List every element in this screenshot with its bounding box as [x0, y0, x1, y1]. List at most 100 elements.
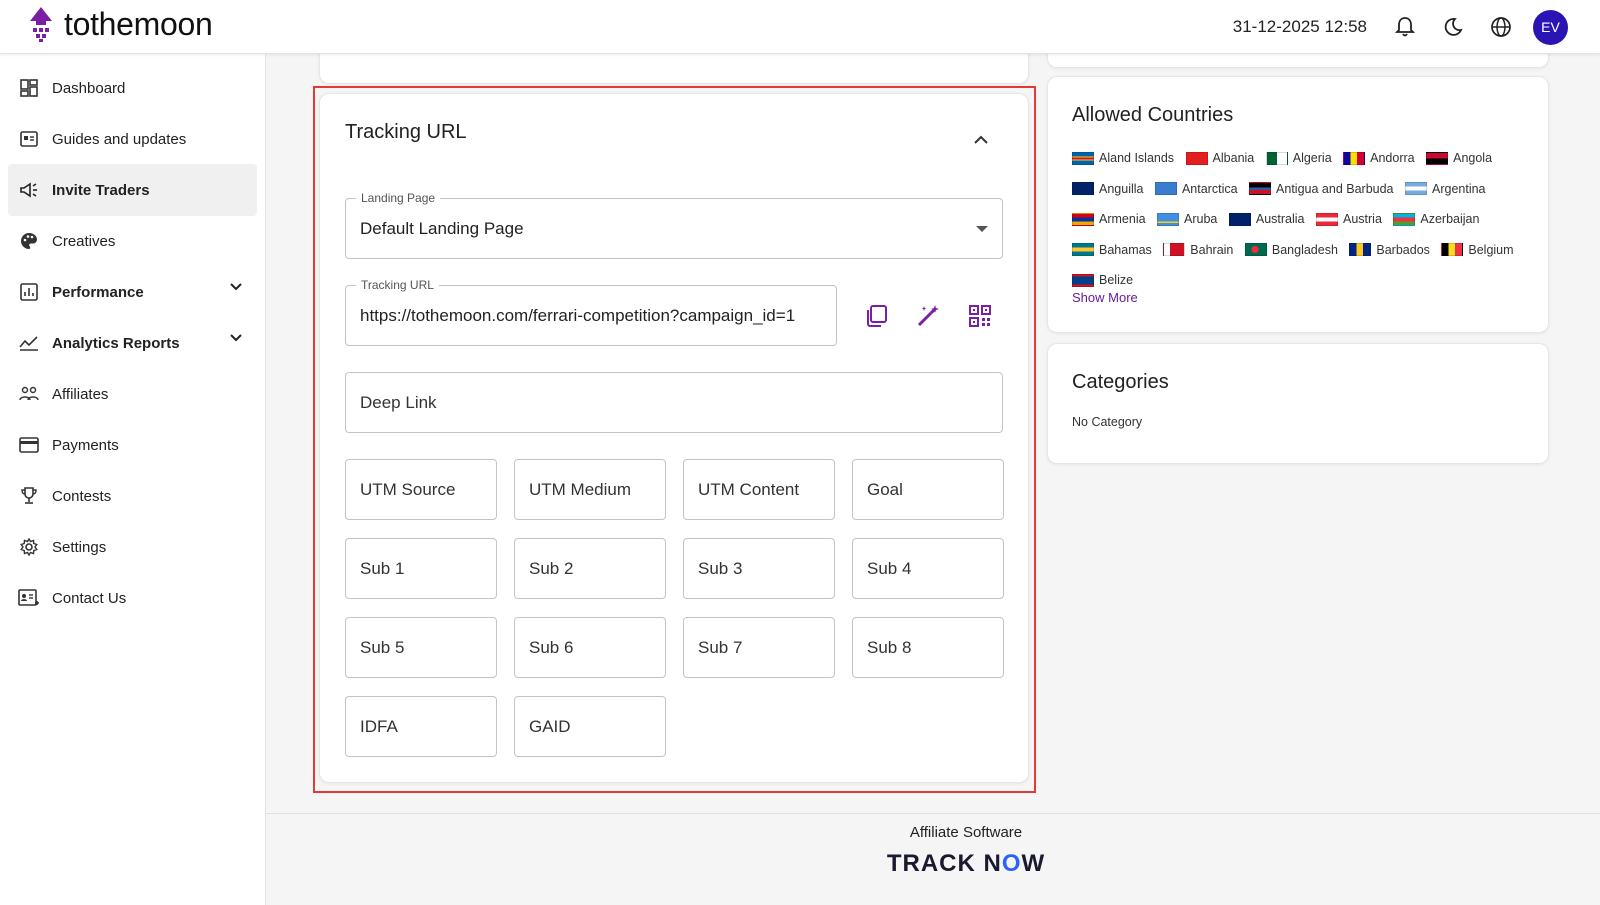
sub4-input[interactable]: Sub 4 [852, 538, 1004, 599]
flag-icon [1265, 151, 1288, 165]
deep-link-input[interactable]: Deep Link [345, 372, 1003, 433]
magic-wand-icon [917, 305, 939, 327]
copy-icon [867, 305, 887, 327]
country-item: Algeria [1265, 144, 1332, 172]
show-more-link[interactable]: Show More [1072, 290, 1138, 305]
tracking-url-value: https://tothemoon.com/ferrari-competitio… [360, 305, 796, 325]
landing-page-select[interactable]: Landing Page Default Landing Page [345, 191, 1003, 259]
sub8-input[interactable]: Sub 8 [852, 617, 1004, 678]
qr-code-icon [969, 305, 991, 327]
sub2-input[interactable]: Sub 2 [514, 538, 666, 599]
dropdown-arrow-icon [976, 225, 988, 232]
sidebar: Dashboard Guides and updates Invite Trad… [0, 54, 266, 905]
sidebar-item-payments[interactable]: Payments [8, 419, 257, 471]
sidebar-item-affiliates[interactable]: Affiliates [8, 368, 257, 420]
megaphone-icon [18, 179, 40, 201]
sidebar-item-contests[interactable]: Contests [8, 470, 257, 522]
field-placeholder: GAID [529, 716, 571, 736]
field-placeholder: Sub 7 [698, 637, 743, 657]
sidebar-item-settings[interactable]: Settings [8, 521, 257, 573]
copy-button[interactable] [857, 297, 895, 335]
qr-code-button[interactable] [961, 297, 999, 335]
field-placeholder: UTM Content [698, 479, 800, 499]
flag-icon [1072, 273, 1094, 287]
bell-icon[interactable] [1381, 9, 1429, 45]
sidebar-item-performance[interactable]: Performance [8, 266, 257, 318]
country-item: Belize [1072, 266, 1133, 294]
footer-text: Affiliate Software [909, 824, 1023, 841]
field-placeholder: IDFA [360, 716, 398, 736]
utm-medium-input[interactable]: UTM Medium [514, 459, 666, 520]
sidebar-item-creatives[interactable]: Creatives [8, 215, 257, 267]
utm-content-input[interactable]: UTM Content [683, 459, 835, 520]
country-item: Australia [1228, 205, 1305, 233]
sidebar-item-label: Creatives [52, 232, 116, 250]
sidebar-item-analytics-reports[interactable]: Analytics Reports [8, 317, 257, 369]
sidebar-item-label: Settings [52, 538, 107, 556]
field-placeholder: Sub 1 [360, 558, 405, 578]
country-item: Bangladesh [1244, 236, 1338, 264]
flag-icon [1072, 212, 1094, 226]
globe-icon[interactable] [1477, 9, 1525, 45]
field-placeholder: Sub 3 [698, 558, 743, 578]
footer-divider [266, 813, 1600, 814]
sub7-input[interactable]: Sub 7 [683, 617, 835, 678]
flag-icon [1316, 212, 1338, 226]
country-item: Andorra [1343, 144, 1415, 172]
sidebar-item-label: Performance [52, 283, 144, 301]
sidebar-item-contact-us[interactable]: Contact Us [8, 572, 257, 624]
categories-card [1047, 343, 1549, 464]
country-item: Bahamas [1072, 236, 1152, 264]
field-placeholder: Sub 6 [529, 637, 574, 657]
sidebar-item-invite-traders[interactable]: Invite Traders [8, 164, 257, 216]
flag-icon [1393, 212, 1416, 226]
flag-icon [1072, 182, 1094, 195]
sub1-input[interactable]: Sub 1 [345, 538, 497, 599]
sub6-input[interactable]: Sub 6 [514, 617, 666, 678]
field-placeholder: UTM Source [360, 479, 456, 499]
tracking-url-field[interactable]: Tracking URL https://tothemoon.com/ferra… [345, 278, 837, 346]
sidebar-item-label: Guides and updates [52, 130, 187, 148]
user-avatar[interactable]: EV [1533, 9, 1568, 45]
chevron-down-icon [230, 334, 242, 342]
sidebar-item-dashboard[interactable]: Dashboard [8, 62, 257, 114]
moon-icon[interactable] [1429, 9, 1477, 45]
flag-icon [1441, 243, 1464, 256]
field-placeholder: Sub 4 [867, 558, 912, 578]
categories-value: No Category [1072, 415, 1143, 429]
rocket-logo-icon [30, 7, 52, 42]
gear-icon [18, 536, 40, 558]
country-item: Aruba [1157, 205, 1217, 233]
country-item: Aland Islands [1072, 144, 1174, 172]
magic-wand-button[interactable] [909, 297, 947, 335]
allowed-countries-title: Allowed Countries [1072, 104, 1234, 126]
goal-input[interactable]: Goal [852, 459, 1004, 520]
sidebar-item-label: Affiliates [52, 385, 109, 403]
field-placeholder: UTM Medium [529, 479, 632, 499]
landing-page-label: Landing Page [356, 191, 441, 205]
tracknow-logo[interactable]: TRACK NOW [886, 850, 1046, 877]
newspaper-icon [18, 128, 40, 150]
sidebar-item-label: Dashboard [52, 79, 126, 97]
flag-icon [1185, 151, 1208, 165]
categories-title: Categories [1072, 371, 1169, 393]
dashboard-icon [18, 77, 40, 99]
flag-icon [1072, 151, 1094, 165]
sub3-input[interactable]: Sub 3 [683, 538, 835, 599]
utm-source-input[interactable]: UTM Source [345, 459, 497, 520]
gaid-input[interactable]: GAID [514, 696, 666, 757]
contact-icon [18, 587, 40, 609]
country-item: Azerbaijan [1393, 205, 1479, 233]
field-placeholder: Sub 2 [529, 558, 574, 578]
country-item: Albania [1185, 144, 1254, 172]
collapse-button[interactable] [971, 132, 991, 148]
top-header: tothemoon 31-12-2025 12:58 EV [0, 0, 1600, 54]
flag-icon [1163, 243, 1186, 256]
sub5-input[interactable]: Sub 5 [345, 617, 497, 678]
country-item: Austria [1316, 205, 1382, 233]
sidebar-item-guides[interactable]: Guides and updates [8, 113, 257, 165]
flag-icon [1405, 182, 1427, 195]
flag-icon [1072, 243, 1094, 256]
idfa-input[interactable]: IDFA [345, 696, 497, 757]
brand-logo[interactable]: tothemoon [28, 4, 213, 44]
